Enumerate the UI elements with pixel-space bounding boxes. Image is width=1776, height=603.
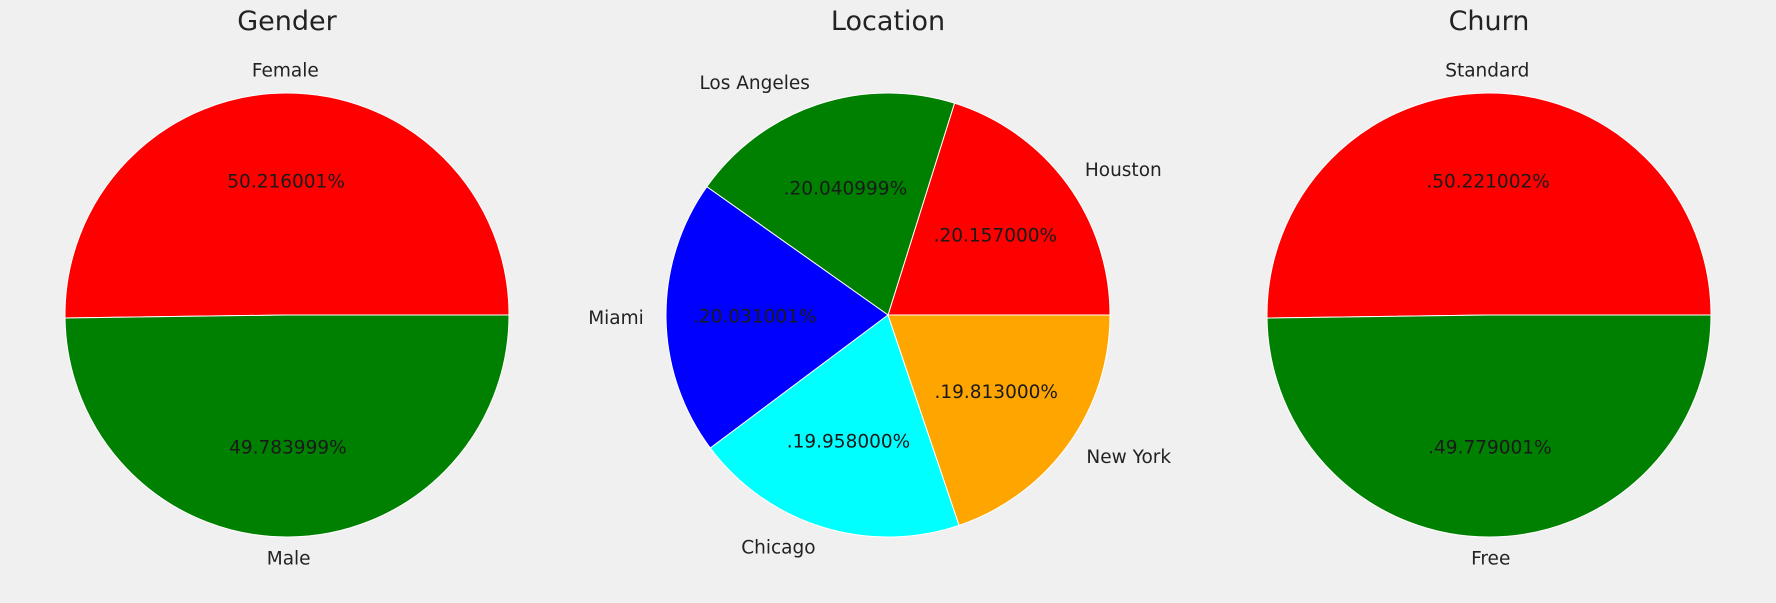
pie-slice-houston [887,102,1111,316]
slice-percent-label: 50.216001% [227,171,345,192]
pie-chart-gender: Gender 50.216001% Female 49.783999% Male [64,6,510,570]
slice-category-label: Los Angeles [699,73,810,94]
slice-category-label: Free [1471,549,1510,570]
slice-percent-label: .19.813000% [934,382,1058,403]
slice-category-label: Male [267,549,311,570]
slice-category-label: Houston [1085,160,1162,181]
slice-category-label: Standard [1445,60,1529,81]
slice-category-label: Chicago [741,538,815,559]
chart-title: Location [831,6,945,37]
slice-category-label: Female [252,60,319,81]
pie-slice-chicago [709,314,960,538]
slice-category-label: Miami [588,308,644,329]
chart-title: Churn [1449,6,1530,37]
slice-percent-label: 49.783999% [229,438,347,459]
pie-slice-free [1266,314,1712,538]
slice-percent-label: .50.221002% [1426,171,1550,192]
pie-chart-churn: Churn .50.221002% Standard .49.779001% Free [1266,6,1712,570]
pie-slice-male [64,314,510,538]
pie-slice-los-angeles [706,92,956,316]
slice-percent-label: .49.779001% [1428,438,1552,459]
pie-slice-miami [665,186,889,449]
slice-category-label: New York [1086,447,1171,468]
slice-percent-label: .20.031001% [693,306,817,327]
slice-percent-label: .20.040999% [784,178,908,199]
pie-chart-location: Location .20.157000% Houston .20.040999% Los… [588,6,1171,559]
slice-percent-label: .20.157000% [934,226,1058,247]
pie-slice-new-york [887,314,1111,526]
pie-slice-female [64,92,510,319]
pie-slice-standard [1266,92,1712,319]
chart-title: Gender [237,6,337,37]
slice-percent-label: .19.958000% [787,432,911,453]
